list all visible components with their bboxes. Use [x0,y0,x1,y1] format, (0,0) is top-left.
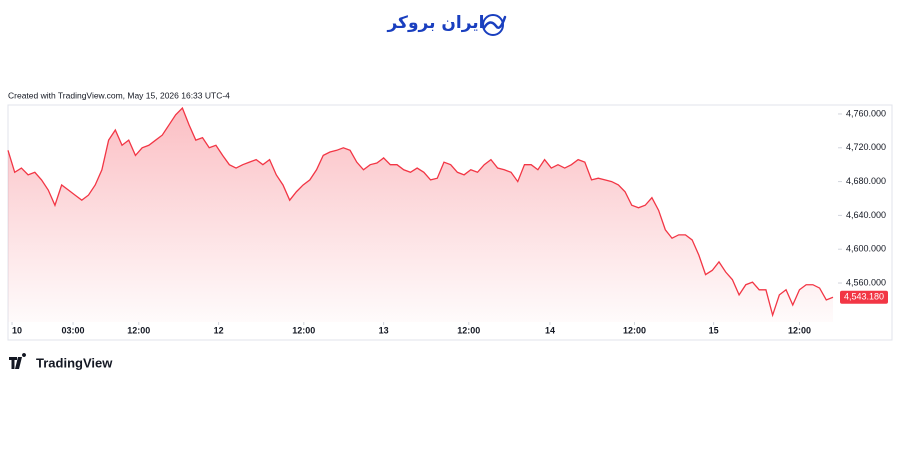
chart-title: Created with TradingView.com, May 15, 20… [8,90,230,100]
x-tick-label: 12:00 [292,325,315,335]
y-tick-label: 4,600.000 [846,244,886,254]
plot: 4,760.000 4,720.000 4,680.000 4,640.000 4,60… [7,106,888,335]
x-tick-label: 13 [379,325,389,335]
brand-logo: ایران بروکر [386,13,507,36]
price-line [7,106,834,318]
x-tick-label: 12 [214,325,224,335]
y-tick-label: 4,680.000 [846,176,886,186]
x-tick-label: 03:00 [62,325,85,335]
logo-ring [482,14,504,36]
y-tick-label: 4,640.000 [846,210,886,220]
brand-name: ایران بروکر [386,13,484,33]
area-fill [8,108,833,322]
y-tick-label: 4,560.000 [846,277,886,287]
footer-brand: TradingView [36,355,113,370]
x-tick-label: 12:00 [623,325,646,335]
footer-logo: TradingView [9,353,113,370]
x-tick-label: 12:00 [127,325,150,335]
y-tick-label: 4,760.000 [846,108,886,118]
x-tick-label: 15 [709,325,719,335]
x-tick-label: 12:00 [457,325,480,335]
x-tick-label: 12:00 [788,325,811,335]
y-tick-label: 4,720.000 [846,142,886,152]
x-tick-label: 14 [545,325,555,335]
last-price-label: 4,543.180 [844,292,884,302]
tv-icon [9,353,27,369]
last-price-badge [840,290,888,304]
x-tick-label: 10 [12,325,22,335]
